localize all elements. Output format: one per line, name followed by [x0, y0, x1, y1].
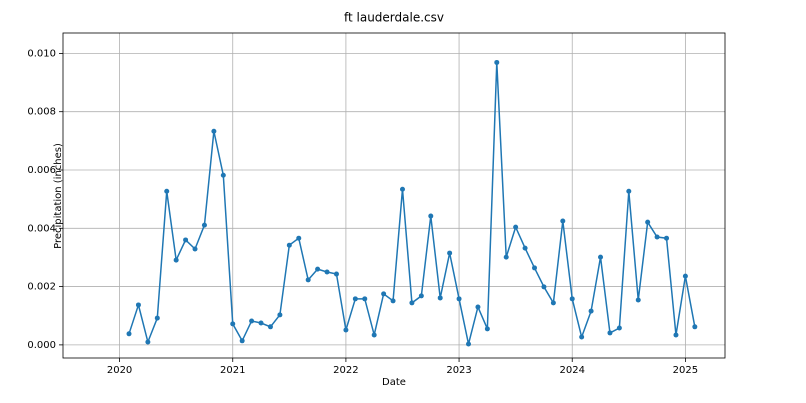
data-point: [135, 302, 141, 308]
data-point: [333, 271, 339, 277]
y-axis-label: Precipitation (inches): [53, 143, 64, 249]
data-point: [692, 324, 698, 330]
data-point: [381, 291, 387, 297]
y-tick-label: 0.002: [27, 282, 56, 293]
data-point: [343, 327, 349, 333]
data-point: [409, 300, 415, 306]
data-point: [296, 235, 302, 241]
y-tick-label: 0.006: [27, 165, 56, 176]
data-point: [154, 315, 160, 321]
data-point: [277, 312, 283, 318]
data-point: [192, 246, 198, 252]
data-point: [220, 172, 226, 178]
data-point: [484, 326, 490, 332]
y-tick-label: 0.008: [27, 107, 56, 118]
data-point: [494, 59, 500, 65]
data-point: [173, 257, 179, 263]
data-point: [456, 296, 462, 302]
data-point: [145, 339, 151, 345]
data-point: [626, 188, 632, 194]
data-point: [579, 334, 585, 340]
data-point: [286, 242, 292, 248]
data-point: [598, 254, 604, 260]
x-tick-label: 2024: [560, 365, 585, 376]
data-point: [305, 277, 311, 283]
data-point: [249, 318, 255, 324]
data-point: [569, 296, 575, 302]
data-point: [258, 320, 264, 326]
data-point: [616, 325, 622, 331]
x-tick-label: 2022: [333, 365, 358, 376]
plot-frame: [62, 32, 726, 359]
x-tick-label: 2023: [446, 365, 471, 376]
data-point: [550, 300, 556, 306]
data-point: [503, 254, 509, 260]
x-tick-label: 2021: [220, 365, 245, 376]
data-point: [371, 332, 377, 338]
data-point: [399, 186, 405, 192]
x-tick-label: 2025: [673, 365, 698, 376]
y-tick-label: 0.000: [27, 340, 56, 351]
data-point: [183, 237, 189, 243]
data-point: [418, 293, 424, 299]
data-point: [635, 297, 641, 303]
data-point: [315, 266, 321, 272]
data-point: [532, 265, 538, 271]
x-tick-label: 2020: [107, 365, 132, 376]
data-point: [352, 296, 358, 302]
data-point: [475, 304, 481, 310]
y-tick-label: 0.004: [27, 223, 56, 234]
data-point: [560, 218, 566, 224]
data-point: [164, 188, 170, 194]
data-point: [211, 128, 217, 134]
data-point: [607, 330, 613, 336]
data-point: [664, 235, 670, 241]
data-point: [324, 269, 330, 275]
data-point: [654, 234, 660, 240]
y-tick-label: 0.010: [27, 48, 56, 59]
data-point: [126, 331, 132, 337]
data-point: [390, 298, 396, 304]
data-point: [541, 284, 547, 290]
x-axis-label: Date: [382, 377, 406, 388]
data-point: [239, 338, 245, 344]
data-point: [437, 295, 443, 301]
data-point: [513, 224, 519, 230]
data-point: [428, 213, 434, 219]
data-point: [682, 273, 688, 279]
data-point: [447, 250, 453, 256]
data-point: [673, 332, 679, 338]
data-point: [588, 308, 594, 314]
data-point: [465, 341, 471, 347]
data-point: [522, 245, 528, 251]
data-point: [362, 296, 368, 302]
data-point: [230, 321, 236, 327]
data-point: [645, 219, 651, 225]
data-point: [201, 222, 207, 228]
data-point: [267, 324, 273, 330]
chart-title: ft lauderdale.csv: [344, 11, 444, 25]
